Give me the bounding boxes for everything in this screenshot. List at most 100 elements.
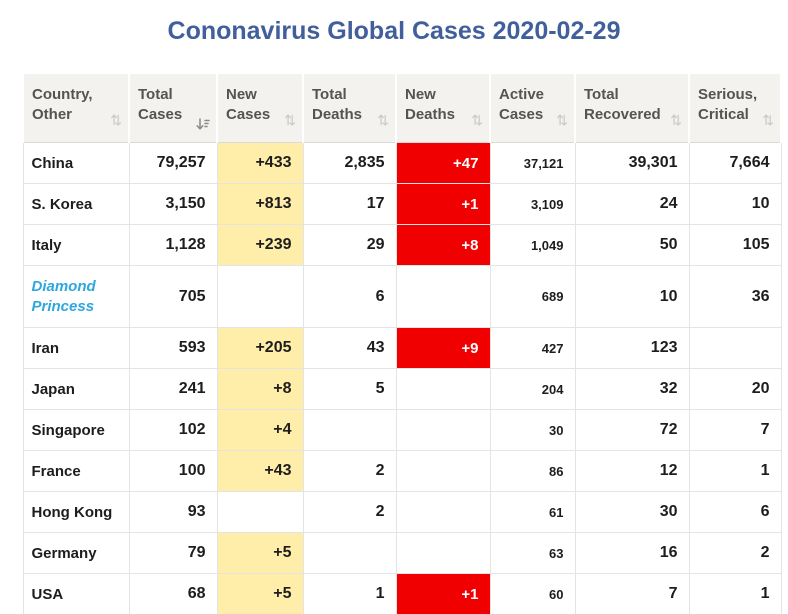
page-title: Cononavirus Global Cases 2020-02-29 — [167, 17, 621, 45]
cell-country: USA — [22, 573, 130, 614]
sort-icon: ⇅ — [284, 112, 296, 128]
cases-table: Country, Other ⇅ Total Cases New Cases ⇅ Total De… — [22, 72, 782, 614]
cell-country: Italy — [22, 224, 130, 266]
col-header-label: Critical — [698, 106, 749, 123]
sort-icon: ⇅ — [377, 112, 389, 128]
cell-active-cases: 63 — [489, 532, 576, 574]
cell-total-deaths: 17 — [302, 183, 397, 225]
cell-new-cases: +813 — [216, 183, 304, 225]
cell-new-cases: +4 — [216, 409, 304, 451]
col-header-total-deaths[interactable]: Total Deaths ⇅ — [302, 72, 397, 143]
cell-country: Hong Kong — [22, 491, 130, 533]
cell-total-cases: 3,150 — [128, 183, 218, 225]
cell-active-cases: 86 — [489, 450, 576, 492]
cell-total-deaths: 5 — [302, 368, 397, 410]
table-row: USA 68 +5 1 +1 60 7 1 — [22, 573, 782, 614]
col-header-label: Other — [32, 106, 73, 123]
cell-new-deaths — [395, 409, 491, 451]
col-header-active-cases[interactable]: Active Cases ⇅ — [489, 72, 576, 143]
cell-active-cases: 689 — [489, 265, 576, 328]
table-row: France 100 +43 2 86 12 1 — [22, 450, 782, 492]
cell-active-cases: 37,121 — [489, 142, 576, 184]
cell-new-deaths: +47 — [395, 142, 491, 184]
cell-new-cases: +8 — [216, 368, 304, 410]
col-header-label: Cases — [226, 106, 271, 123]
col-header-label: Cases — [138, 106, 183, 123]
cell-total-recovered: 24 — [574, 183, 690, 225]
col-header-new-cases[interactable]: New Cases ⇅ — [216, 72, 304, 143]
cell-new-cases: +5 — [216, 573, 304, 614]
cell-total-recovered: 32 — [574, 368, 690, 410]
cell-serious-critical: 2 — [688, 532, 782, 574]
cell-active-cases: 60 — [489, 573, 576, 614]
table-row: S. Korea 3,150 +813 17 +1 3,109 24 10 — [22, 183, 782, 225]
cell-serious-critical: 1 — [688, 573, 782, 614]
cell-total-deaths: 1 — [302, 573, 397, 614]
table-row: Iran 593 +205 43 +9 427 123 — [22, 327, 782, 369]
col-header-label: Active — [499, 86, 545, 103]
cell-total-recovered: 12 — [574, 450, 690, 492]
col-header-label: Serious, — [698, 86, 758, 103]
cell-country: Germany — [22, 532, 130, 574]
table-row: Italy 1,128 +239 29 +8 1,049 50 105 — [22, 224, 782, 266]
country-link[interactable]: Diamond Princess — [31, 277, 96, 315]
cell-total-deaths: 2 — [302, 450, 397, 492]
cell-new-cases — [216, 491, 304, 533]
col-header-label: New — [226, 86, 257, 103]
col-header-label: Cases — [499, 106, 544, 123]
col-header-serious-critical[interactable]: Serious, Critical ⇅ — [688, 72, 782, 143]
table-row: Germany 79 +5 63 16 2 — [22, 532, 782, 574]
cell-total-cases: 93 — [128, 491, 218, 533]
sort-descending-icon — [196, 117, 210, 131]
cell-total-recovered: 30 — [574, 491, 690, 533]
sort-icon: ⇅ — [670, 112, 682, 128]
col-header-label: Deaths — [312, 106, 363, 123]
cell-total-cases: 100 — [128, 450, 218, 492]
cell-serious-critical: 105 — [688, 224, 782, 266]
table-row: Diamond Princess 705 6 689 10 36 — [22, 265, 782, 328]
cell-active-cases: 1,049 — [489, 224, 576, 266]
header-row: Country, Other ⇅ Total Cases New Cases ⇅ Total De… — [22, 72, 782, 143]
table-row: Japan 241 +8 5 204 32 20 — [22, 368, 782, 410]
cell-total-recovered: 10 — [574, 265, 690, 328]
col-header-label: Total — [584, 86, 619, 103]
cell-country: France — [22, 450, 130, 492]
cell-active-cases: 204 — [489, 368, 576, 410]
cell-total-cases: 241 — [128, 368, 218, 410]
col-header-new-deaths[interactable]: New Deaths ⇅ — [395, 72, 491, 143]
col-header-label: Total — [312, 86, 347, 103]
cell-new-deaths — [395, 450, 491, 492]
cell-total-cases: 102 — [128, 409, 218, 451]
cell-new-deaths: +1 — [395, 183, 491, 225]
cell-active-cases: 61 — [489, 491, 576, 533]
cell-country: Iran — [22, 327, 130, 369]
col-header-total-recovered[interactable]: Total Recovered ⇅ — [574, 72, 690, 143]
cell-new-cases: +43 — [216, 450, 304, 492]
col-header-label: Recovered — [584, 106, 661, 123]
cell-total-recovered: 72 — [574, 409, 690, 451]
cell-new-cases: +239 — [216, 224, 304, 266]
cell-country: China — [22, 142, 130, 184]
cell-new-deaths — [395, 532, 491, 574]
col-header-label: New — [405, 86, 436, 103]
cell-country: Singapore — [22, 409, 130, 451]
col-header-total-cases[interactable]: Total Cases — [128, 72, 218, 143]
cell-total-deaths — [302, 409, 397, 451]
cell-country: Diamond Princess — [22, 265, 130, 328]
cell-active-cases: 3,109 — [489, 183, 576, 225]
col-header-country[interactable]: Country, Other ⇅ — [22, 72, 130, 143]
cell-total-recovered: 39,301 — [574, 142, 690, 184]
cell-new-cases: +433 — [216, 142, 304, 184]
cell-new-cases: +205 — [216, 327, 304, 369]
table-row: Hong Kong 93 2 61 30 6 — [22, 491, 782, 533]
cell-serious-critical: 6 — [688, 491, 782, 533]
cell-total-deaths — [302, 532, 397, 574]
cell-total-deaths: 43 — [302, 327, 397, 369]
cell-serious-critical: 36 — [688, 265, 782, 328]
cell-total-deaths: 2,835 — [302, 142, 397, 184]
cell-new-deaths: +8 — [395, 224, 491, 266]
cell-new-deaths — [395, 265, 491, 328]
cell-serious-critical: 20 — [688, 368, 782, 410]
cell-total-recovered: 123 — [574, 327, 690, 369]
cell-active-cases: 427 — [489, 327, 576, 369]
